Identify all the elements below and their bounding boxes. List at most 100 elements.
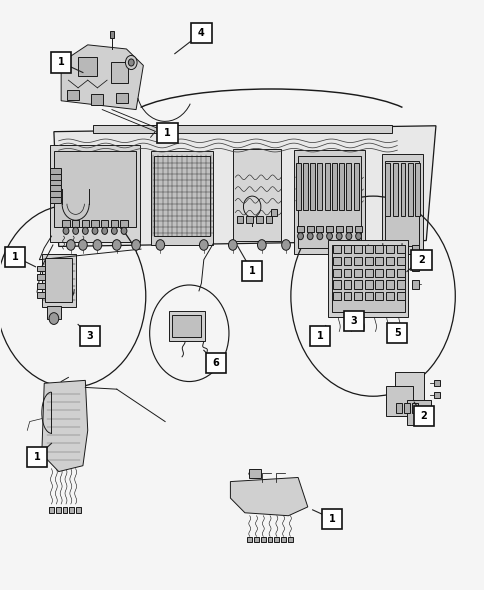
FancyBboxPatch shape	[408, 163, 412, 215]
Circle shape	[121, 227, 127, 234]
FancyBboxPatch shape	[332, 268, 340, 277]
Polygon shape	[54, 126, 435, 247]
Text: 1: 1	[12, 252, 18, 262]
FancyBboxPatch shape	[403, 403, 409, 414]
FancyBboxPatch shape	[364, 292, 372, 300]
FancyBboxPatch shape	[364, 268, 372, 277]
FancyBboxPatch shape	[414, 163, 419, 215]
FancyBboxPatch shape	[56, 507, 60, 513]
FancyBboxPatch shape	[120, 219, 127, 227]
Circle shape	[93, 240, 102, 250]
FancyBboxPatch shape	[154, 156, 210, 236]
FancyBboxPatch shape	[101, 219, 108, 227]
FancyBboxPatch shape	[69, 507, 74, 513]
Circle shape	[112, 240, 121, 250]
FancyBboxPatch shape	[400, 163, 405, 215]
FancyBboxPatch shape	[353, 245, 361, 253]
Circle shape	[335, 232, 341, 240]
FancyBboxPatch shape	[354, 226, 361, 232]
FancyBboxPatch shape	[302, 163, 307, 209]
FancyBboxPatch shape	[384, 163, 389, 215]
Circle shape	[125, 55, 137, 70]
FancyBboxPatch shape	[297, 226, 303, 232]
FancyBboxPatch shape	[72, 219, 79, 227]
FancyBboxPatch shape	[353, 292, 361, 300]
FancyBboxPatch shape	[205, 353, 226, 373]
FancyBboxPatch shape	[375, 257, 382, 265]
FancyBboxPatch shape	[353, 257, 361, 265]
FancyBboxPatch shape	[392, 163, 397, 215]
FancyBboxPatch shape	[332, 257, 340, 265]
FancyBboxPatch shape	[364, 245, 372, 253]
FancyBboxPatch shape	[343, 257, 350, 265]
FancyBboxPatch shape	[157, 123, 177, 143]
FancyBboxPatch shape	[385, 280, 393, 289]
FancyBboxPatch shape	[343, 245, 350, 253]
FancyBboxPatch shape	[265, 216, 272, 223]
FancyBboxPatch shape	[110, 219, 118, 227]
FancyBboxPatch shape	[413, 406, 433, 425]
FancyBboxPatch shape	[316, 226, 323, 232]
FancyBboxPatch shape	[306, 226, 313, 232]
Polygon shape	[230, 477, 307, 516]
FancyBboxPatch shape	[364, 280, 372, 289]
Text: 3: 3	[87, 331, 93, 341]
Polygon shape	[42, 381, 88, 471]
FancyBboxPatch shape	[37, 274, 45, 280]
FancyBboxPatch shape	[411, 263, 418, 271]
Circle shape	[326, 232, 332, 240]
FancyBboxPatch shape	[343, 280, 350, 289]
Circle shape	[257, 240, 266, 250]
FancyBboxPatch shape	[191, 23, 211, 43]
Circle shape	[132, 240, 140, 250]
FancyBboxPatch shape	[396, 257, 404, 265]
FancyBboxPatch shape	[236, 216, 243, 223]
FancyBboxPatch shape	[375, 292, 382, 300]
Text: 1: 1	[33, 452, 40, 462]
FancyBboxPatch shape	[172, 315, 201, 337]
FancyBboxPatch shape	[37, 266, 45, 271]
FancyBboxPatch shape	[346, 163, 350, 209]
Circle shape	[345, 232, 351, 240]
Circle shape	[199, 240, 208, 250]
FancyBboxPatch shape	[80, 326, 100, 346]
Circle shape	[297, 232, 303, 240]
FancyBboxPatch shape	[345, 226, 351, 232]
FancyBboxPatch shape	[385, 257, 393, 265]
FancyBboxPatch shape	[76, 507, 81, 513]
FancyBboxPatch shape	[343, 312, 363, 332]
FancyBboxPatch shape	[256, 216, 262, 223]
Circle shape	[128, 59, 134, 66]
FancyBboxPatch shape	[62, 219, 70, 227]
Text: 1: 1	[164, 128, 170, 138]
FancyBboxPatch shape	[386, 386, 412, 416]
FancyBboxPatch shape	[287, 537, 292, 542]
FancyBboxPatch shape	[37, 292, 45, 298]
FancyBboxPatch shape	[364, 257, 372, 265]
Circle shape	[66, 240, 75, 250]
FancyBboxPatch shape	[298, 156, 360, 248]
FancyBboxPatch shape	[46, 306, 61, 319]
Polygon shape	[61, 45, 143, 110]
FancyBboxPatch shape	[411, 403, 417, 414]
Text: 3: 3	[349, 316, 356, 326]
FancyBboxPatch shape	[50, 191, 60, 196]
FancyBboxPatch shape	[375, 280, 382, 289]
Text: 1: 1	[58, 57, 64, 67]
FancyBboxPatch shape	[406, 401, 430, 425]
FancyBboxPatch shape	[5, 247, 25, 267]
FancyBboxPatch shape	[411, 245, 418, 253]
Circle shape	[102, 227, 107, 234]
FancyBboxPatch shape	[310, 163, 315, 209]
FancyBboxPatch shape	[385, 268, 393, 277]
FancyBboxPatch shape	[51, 53, 71, 73]
FancyBboxPatch shape	[50, 145, 139, 242]
FancyBboxPatch shape	[49, 507, 54, 513]
Circle shape	[156, 240, 164, 250]
FancyBboxPatch shape	[309, 326, 329, 346]
FancyBboxPatch shape	[37, 283, 45, 289]
FancyBboxPatch shape	[353, 280, 361, 289]
FancyBboxPatch shape	[246, 216, 253, 223]
FancyBboxPatch shape	[326, 226, 332, 232]
Circle shape	[92, 227, 98, 234]
